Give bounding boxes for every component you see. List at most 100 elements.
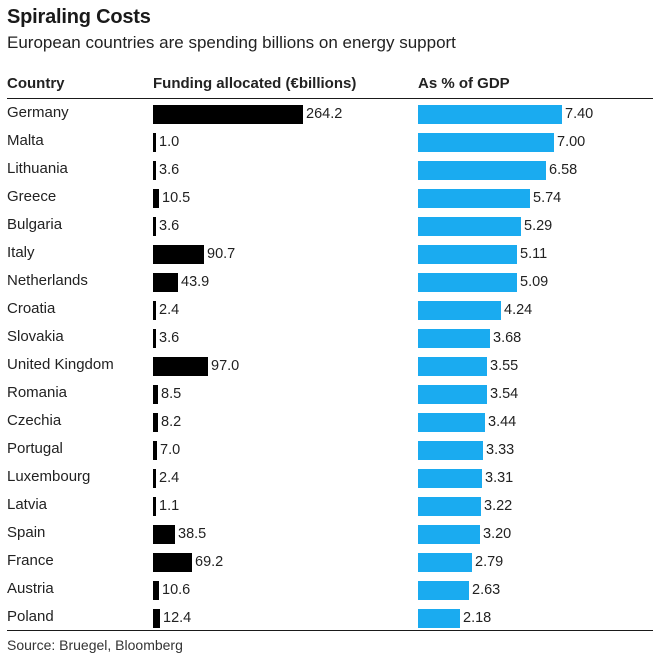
country-label: Luxembourg xyxy=(7,468,91,485)
chart-subtitle: European countries are spending billions… xyxy=(7,33,456,52)
funding-value-label: 3.6 xyxy=(159,330,180,346)
funding-bar xyxy=(153,497,156,516)
country-label: Bulgaria xyxy=(7,216,63,233)
gdp-bar xyxy=(418,301,501,320)
funding-bar xyxy=(153,245,204,264)
funding-value-label: 43.9 xyxy=(181,274,210,290)
funding-bar xyxy=(153,189,159,208)
gdp-bar xyxy=(418,609,460,628)
country-label: Germany xyxy=(7,104,69,121)
country-label: Slovakia xyxy=(7,328,64,345)
country-label: Romania xyxy=(7,384,68,401)
funding-value-label: 38.5 xyxy=(178,526,207,542)
country-label: Italy xyxy=(7,244,35,261)
funding-value-label: 69.2 xyxy=(195,554,224,570)
gdp-value-label: 2.18 xyxy=(463,610,492,626)
gdp-value-label: 4.24 xyxy=(504,302,533,318)
header-rule xyxy=(7,98,653,99)
gdp-bar xyxy=(418,217,521,236)
gdp-value-label: 3.55 xyxy=(490,358,519,374)
funding-value-label: 8.2 xyxy=(161,414,182,430)
funding-bar xyxy=(153,581,159,600)
funding-value-label: 3.6 xyxy=(159,218,180,234)
funding-bar xyxy=(153,161,156,180)
funding-value-label: 1.0 xyxy=(159,134,180,150)
gdp-value-label: 5.09 xyxy=(520,274,549,290)
funding-bar xyxy=(153,413,158,432)
gdp-value-label: 3.54 xyxy=(490,386,519,402)
gdp-value-label: 5.29 xyxy=(524,218,553,234)
gdp-bar xyxy=(418,385,487,404)
column-header-funding: Funding allocated (€billions) xyxy=(153,75,357,92)
gdp-bar xyxy=(418,105,562,124)
gdp-bar xyxy=(418,525,480,544)
country-label: Malta xyxy=(7,132,44,149)
gdp-bar xyxy=(418,469,482,488)
funding-value-label: 1.1 xyxy=(159,498,180,514)
gdp-bar xyxy=(418,581,469,600)
country-label: Poland xyxy=(7,608,54,625)
country-label: United Kingdom xyxy=(7,356,114,373)
column-header-country: Country xyxy=(7,75,65,92)
funding-bar xyxy=(153,525,175,544)
gdp-bar xyxy=(418,273,517,292)
source-note: Source: Bruegel, Bloomberg xyxy=(7,637,183,653)
funding-value-label: 264.2 xyxy=(306,106,343,122)
gdp-value-label: 7.00 xyxy=(557,134,586,150)
gdp-value-label: 7.40 xyxy=(565,106,594,122)
funding-value-label: 90.7 xyxy=(207,246,236,262)
gdp-bar xyxy=(418,133,554,152)
gdp-bar xyxy=(418,189,530,208)
country-label: Croatia xyxy=(7,300,56,317)
gdp-bar xyxy=(418,497,481,516)
country-label: France xyxy=(7,552,54,569)
gdp-value-label: 3.31 xyxy=(485,470,514,486)
funding-value-label: 10.6 xyxy=(162,582,191,598)
funding-bar xyxy=(153,441,157,460)
country-label: Netherlands xyxy=(7,272,88,289)
column-header-gdp: As % of GDP xyxy=(418,75,510,92)
gdp-bar xyxy=(418,413,485,432)
gdp-bar xyxy=(418,161,546,180)
funding-bar xyxy=(153,133,156,152)
gdp-value-label: 5.11 xyxy=(520,246,548,262)
gdp-value-label: 2.79 xyxy=(475,554,504,570)
funding-bar xyxy=(153,385,158,404)
gdp-value-label: 3.33 xyxy=(486,442,515,458)
gdp-value-label: 5.74 xyxy=(533,190,562,206)
gdp-value-label: 6.58 xyxy=(549,162,578,178)
funding-value-label: 8.5 xyxy=(161,386,182,402)
funding-value-label: 2.4 xyxy=(159,302,180,318)
funding-value-label: 10.5 xyxy=(162,190,191,206)
chart-title: Spiraling Costs xyxy=(7,6,151,28)
funding-bar xyxy=(153,329,156,348)
country-label: Spain xyxy=(7,524,46,541)
funding-value-label: 2.4 xyxy=(159,470,180,486)
gdp-value-label: 3.44 xyxy=(488,414,517,430)
country-label: Greece xyxy=(7,188,57,205)
gdp-value-label: 3.22 xyxy=(484,498,513,514)
funding-bar xyxy=(153,273,178,292)
country-label: Lithuania xyxy=(7,160,68,177)
footer-rule xyxy=(7,630,653,631)
country-label: Latvia xyxy=(7,496,48,513)
funding-value-label: 3.6 xyxy=(159,162,180,178)
country-label: Austria xyxy=(7,580,54,597)
gdp-bar xyxy=(418,329,490,348)
funding-bar xyxy=(153,553,192,572)
gdp-bar xyxy=(418,245,517,264)
gdp-bar xyxy=(418,441,483,460)
country-label: Portugal xyxy=(7,440,63,457)
funding-bar xyxy=(153,105,303,124)
gdp-value-label: 3.68 xyxy=(493,330,522,346)
gdp-value-label: 2.63 xyxy=(472,582,501,598)
country-label: Czechia xyxy=(7,412,62,429)
funding-bar xyxy=(153,609,160,628)
gdp-bar xyxy=(418,357,487,376)
funding-bar xyxy=(153,301,156,320)
funding-value-label: 12.4 xyxy=(163,610,192,626)
funding-bar xyxy=(153,469,156,488)
funding-bar xyxy=(153,217,156,236)
gdp-value-label: 3.20 xyxy=(483,526,512,542)
gdp-bar xyxy=(418,553,472,572)
